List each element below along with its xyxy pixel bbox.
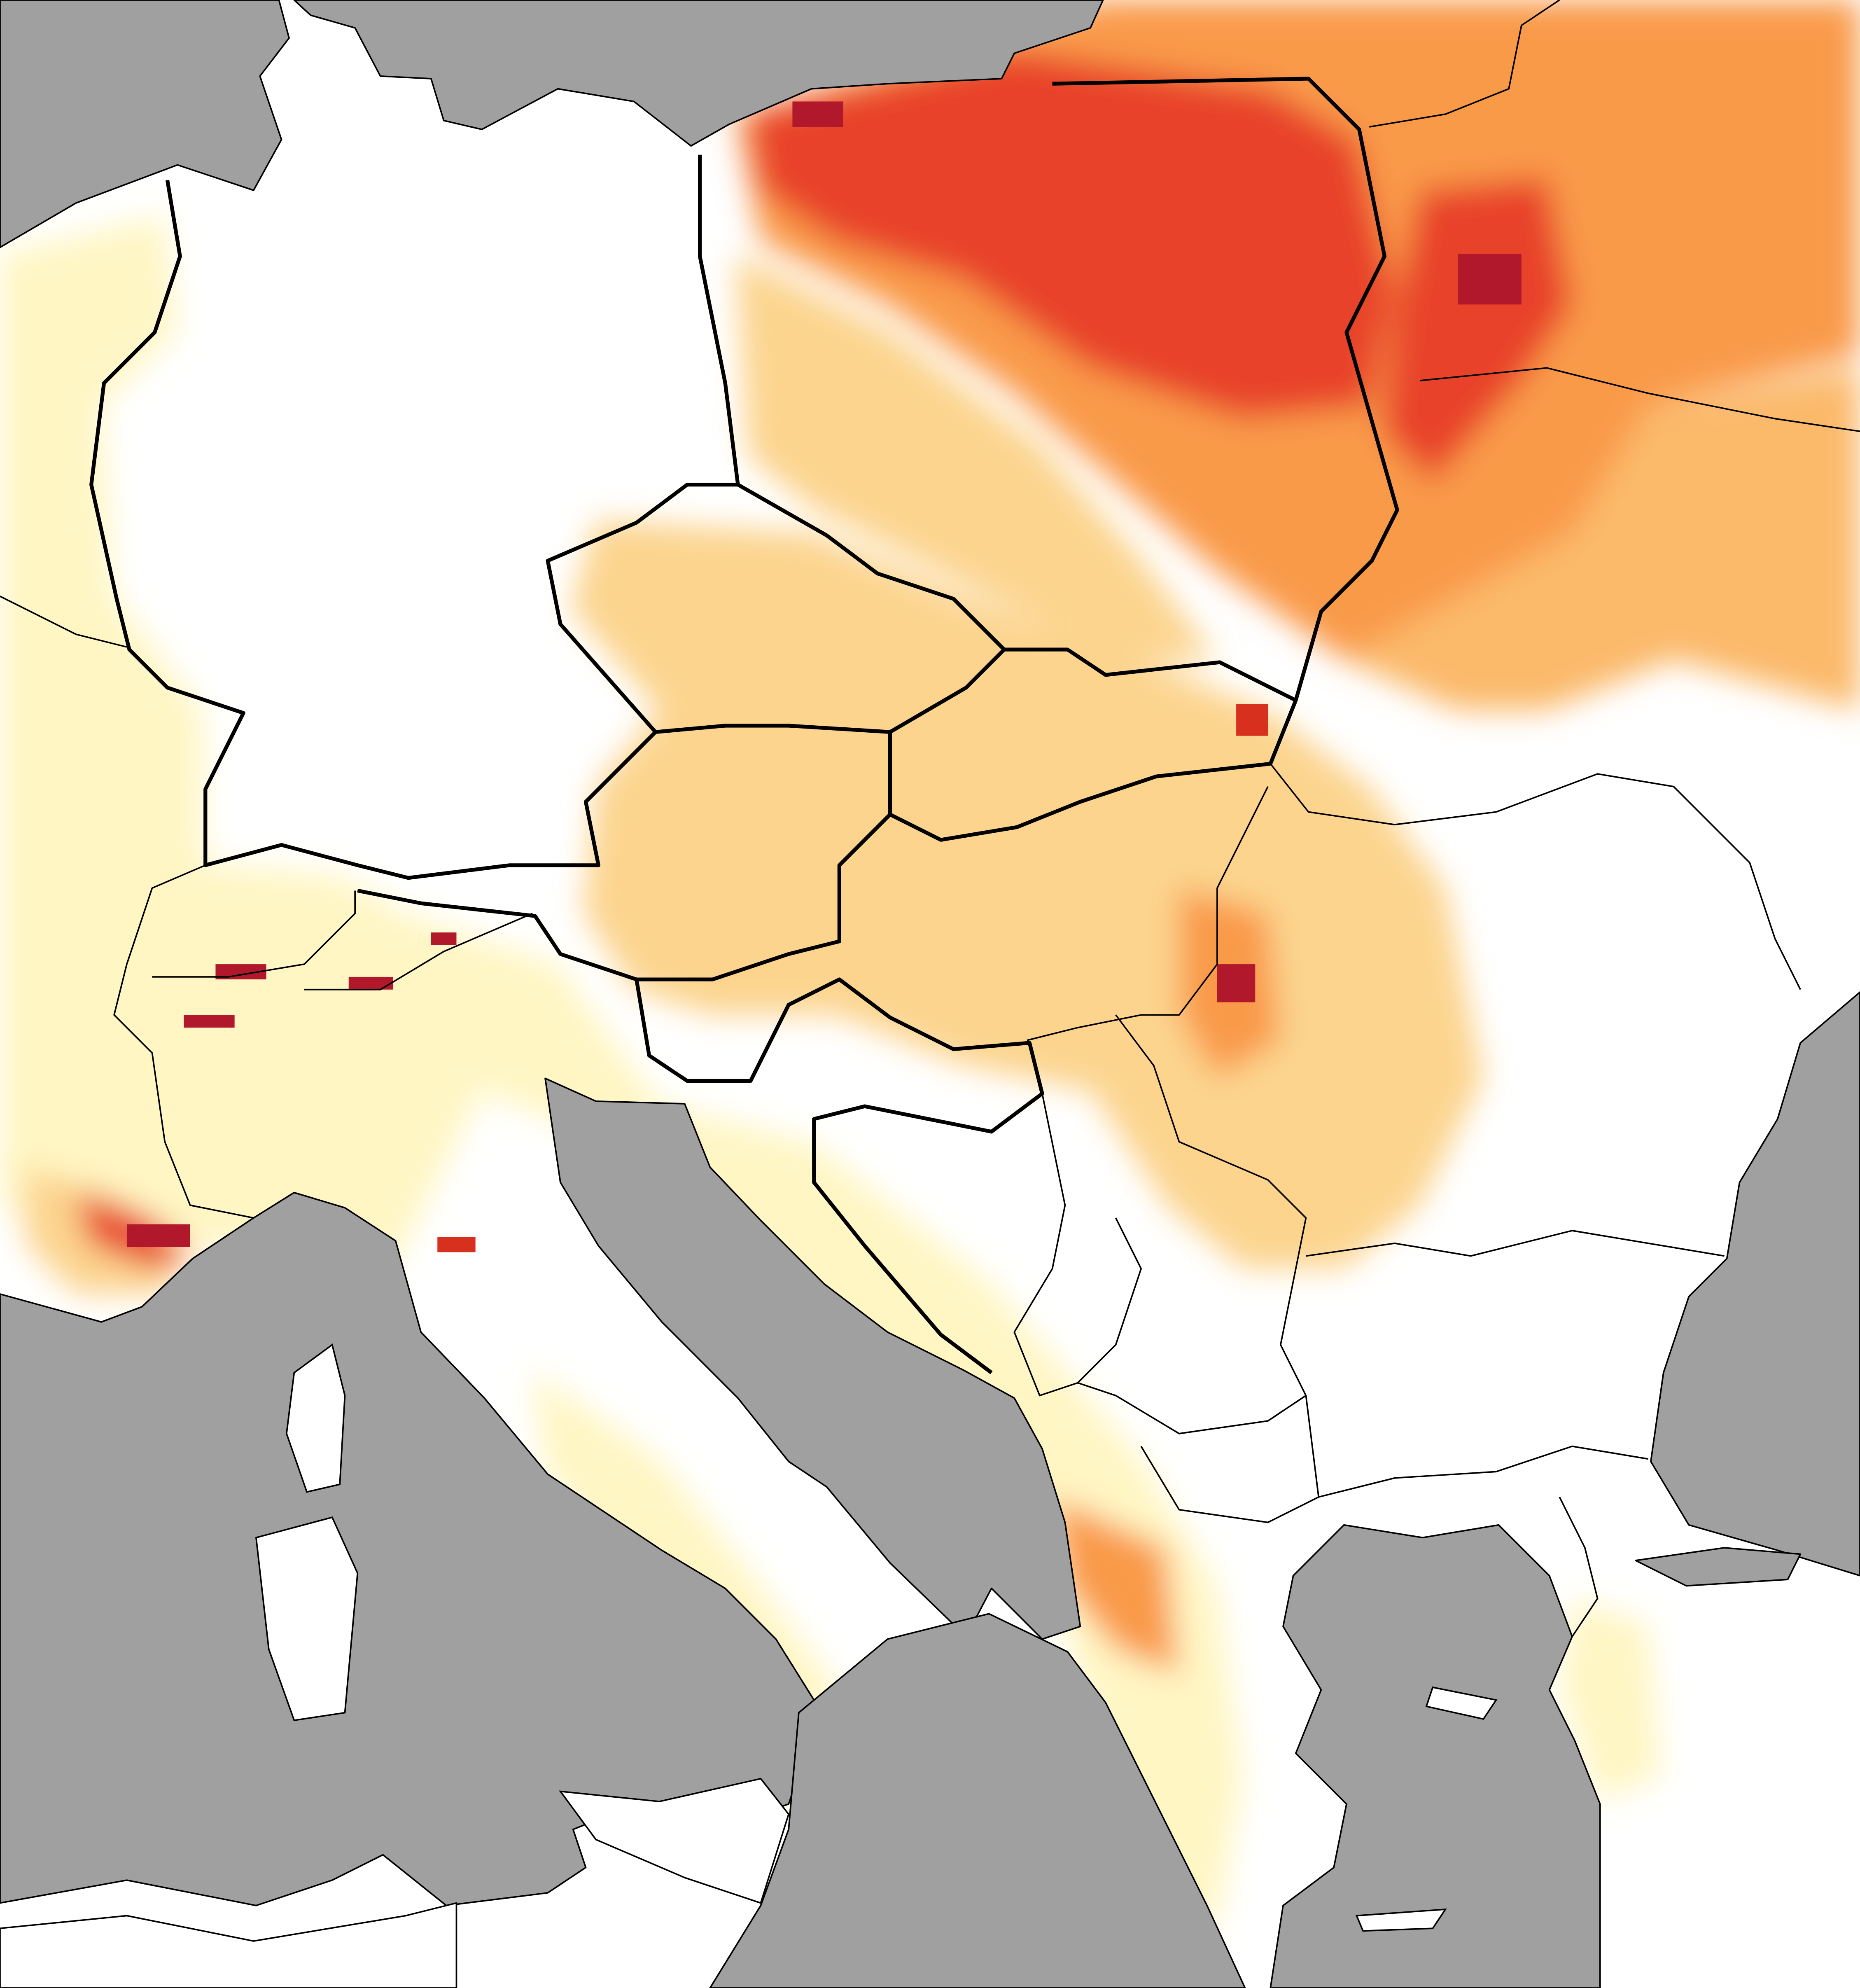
border [1559,1497,1599,1637]
hotspot [1236,704,1268,736]
border [1140,1446,1319,1523]
hotspots [126,101,1522,1252]
heat-red [1382,178,1573,482]
border [304,913,533,990]
islands [0,1343,1498,1988]
island [0,1902,457,1988]
heat-layer [0,0,1860,1929]
island [1425,1686,1498,1720]
border [152,890,356,978]
border [655,648,1006,734]
hotspot [431,932,457,945]
border [113,864,254,1219]
hotspot [348,976,393,990]
border [1013,1093,1142,1397]
border [1052,77,1399,765]
border [1077,1014,1307,1434]
border [1420,367,1860,432]
border [635,977,1044,1374]
island [255,1516,359,1722]
hotspot [126,1224,190,1247]
hotspot [437,1237,476,1252]
marmara-sea [1635,1547,1802,1587]
island [1355,1908,1447,1932]
hotspot [792,101,843,127]
heat-pale [0,215,1243,1929]
border [1305,1395,1649,1498]
heat-orange-light [1344,368,1860,711]
aegean-sea [1270,1524,1601,1988]
hotspot [184,1015,235,1028]
north-sea [0,0,290,248]
hotspot [1458,254,1522,305]
island [285,1343,346,1493]
borders [0,0,1860,1637]
hotspot [1217,964,1256,1002]
border [1306,1230,1725,1257]
border [357,813,891,981]
heat-red [748,51,1395,419]
heat-light [735,254,1217,660]
border [1027,786,1269,1041]
heat-orange [1052,1497,1179,1675]
black-sea [1650,991,1860,1577]
border [89,154,740,880]
heat-pale [1559,1598,1661,1802]
baltic-sea [293,0,1104,147]
mediterranean-sea [0,1191,815,1906]
border [1270,763,1801,990]
border [1369,0,1560,128]
adriatic-sea [544,1077,1081,1640]
ionian-sea [709,1613,1246,1988]
border [0,596,127,648]
island [558,1778,790,1904]
